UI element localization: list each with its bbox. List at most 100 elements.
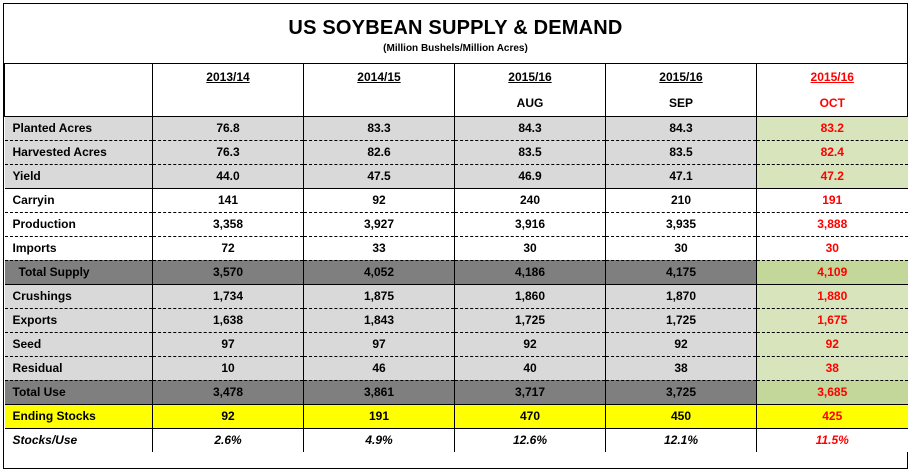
row-label: Exports [4, 308, 153, 333]
header-blank [4, 64, 153, 90]
cell-value: 30 [605, 236, 757, 261]
table-row: Harvested Acres 76.3 82.6 83.5 83.5 82.4 [4, 140, 908, 165]
cell-value: 92 [303, 188, 455, 213]
table-row-stocks-use: Stocks/Use 2.6% 4.9% 12.6% 12.1% 11.5% [4, 428, 908, 452]
cell-value: 44.0 [152, 164, 304, 189]
cell-value: 3,927 [303, 212, 455, 237]
cell-value: 1,734 [152, 284, 304, 309]
cell-value-oct: 4,109 [756, 260, 908, 285]
cell-value: 3,358 [152, 212, 304, 237]
cell-value: 1,875 [303, 284, 455, 309]
cell-value-oct: 3,685 [756, 380, 908, 405]
cell-value: 76.3 [152, 140, 304, 165]
cell-value: 4,175 [605, 260, 757, 285]
cell-value-oct: 425 [756, 404, 908, 429]
cell-value: 3,478 [152, 380, 304, 405]
supply-demand-table: 2013/14 2014/15 2015/16 2015/16 2015/16 … [4, 64, 908, 452]
cell-value: 76.8 [152, 116, 304, 141]
table-row: Exports 1,638 1,843 1,725 1,725 1,675 [4, 308, 908, 333]
row-label: Ending Stocks [4, 404, 153, 429]
table-row: Yield 44.0 47.5 46.9 47.1 47.2 [4, 164, 908, 189]
header-year: 2013/14 [152, 64, 304, 90]
cell-value-oct: 92 [756, 332, 908, 357]
cell-value-oct: 3,888 [756, 212, 908, 237]
table-row: Imports 72 33 30 30 30 [4, 236, 908, 261]
cell-value-oct: 47.2 [756, 164, 908, 189]
row-label: Seed [4, 332, 153, 357]
cell-value: 46.9 [454, 164, 606, 189]
cell-value: 2.6% [152, 428, 304, 452]
cell-value: 33 [303, 236, 455, 261]
row-label: Production [4, 212, 153, 237]
cell-value: 1,725 [454, 308, 606, 333]
cell-value: 3,717 [454, 380, 606, 405]
cell-value: 12.6% [454, 428, 606, 452]
table-row: Carryin 141 92 240 210 191 [4, 188, 908, 213]
cell-value: 12.1% [605, 428, 757, 452]
header-year: 2015/16 [454, 64, 606, 90]
cell-value: 47.1 [605, 164, 757, 189]
header-row-years: 2013/14 2014/15 2015/16 2015/16 2015/16 [4, 64, 908, 90]
cell-value-oct: 83.2 [756, 116, 908, 141]
table-row: Residual 10 46 40 38 38 [4, 356, 908, 381]
header-row-months: AUG SEP OCT [4, 90, 908, 117]
header-year: 2015/16 [605, 64, 757, 90]
cell-value-oct: 30 [756, 236, 908, 261]
cell-value: 92 [605, 332, 757, 357]
cell-value: 97 [303, 332, 455, 357]
row-label: Residual [4, 356, 153, 381]
header-year: 2014/15 [303, 64, 455, 90]
cell-value: 470 [454, 404, 606, 429]
page-subtitle: (Million Bushels/Million Acres) [383, 43, 528, 54]
cell-value: 4,186 [454, 260, 606, 285]
table-row-ending-stocks: Ending Stocks 92 191 470 450 425 [4, 404, 908, 429]
cell-value: 83.3 [303, 116, 455, 141]
cell-value: 1,638 [152, 308, 304, 333]
row-label: Yield [4, 164, 153, 189]
header-year-oct: 2015/16 [756, 64, 908, 90]
row-label: Stocks/Use [4, 428, 153, 452]
table-row: Seed 97 97 92 92 92 [4, 332, 908, 357]
cell-value: 1,860 [454, 284, 606, 309]
header-month: AUG [454, 90, 606, 117]
cell-value: 3,725 [605, 380, 757, 405]
header-blank [4, 90, 153, 117]
row-label: Imports [4, 236, 153, 261]
table-row: Planted Acres 76.8 83.3 84.3 84.3 83.2 [4, 116, 908, 141]
cell-value: 3,861 [303, 380, 455, 405]
cell-value: 141 [152, 188, 304, 213]
row-label: Planted Acres [4, 116, 153, 141]
cell-value-oct: 1,675 [756, 308, 908, 333]
cell-value: 97 [152, 332, 304, 357]
cell-value: 84.3 [605, 116, 757, 141]
header-month [152, 90, 304, 117]
row-label: Total Supply [4, 260, 153, 285]
cell-value: 30 [454, 236, 606, 261]
header-month [303, 90, 455, 117]
cell-value: 4,052 [303, 260, 455, 285]
cell-value: 240 [454, 188, 606, 213]
row-label: Carryin [4, 188, 153, 213]
cell-value: 1,870 [605, 284, 757, 309]
cell-value-oct: 38 [756, 356, 908, 381]
cell-value: 38 [605, 356, 757, 381]
cell-value-oct: 191 [756, 188, 908, 213]
cell-value-oct: 82.4 [756, 140, 908, 165]
header-month: SEP [605, 90, 757, 117]
cell-value: 83.5 [605, 140, 757, 165]
cell-value-oct: 11.5% [756, 428, 908, 452]
cell-value: 4.9% [303, 428, 455, 452]
table-row: Crushings 1,734 1,875 1,860 1,870 1,880 [4, 284, 908, 309]
row-label: Crushings [4, 284, 153, 309]
table-row-total-use: Total Use 3,478 3,861 3,717 3,725 3,685 [4, 380, 908, 405]
cell-value: 3,935 [605, 212, 757, 237]
row-label: Total Use [4, 380, 153, 405]
cell-value: 46 [303, 356, 455, 381]
supply-demand-table-container: US SOYBEAN SUPPLY & DEMAND (Million Bush… [3, 3, 908, 469]
cell-value: 1,725 [605, 308, 757, 333]
row-label: Harvested Acres [4, 140, 153, 165]
cell-value: 84.3 [454, 116, 606, 141]
cell-value: 83.5 [454, 140, 606, 165]
cell-value: 1,843 [303, 308, 455, 333]
cell-value: 450 [605, 404, 757, 429]
